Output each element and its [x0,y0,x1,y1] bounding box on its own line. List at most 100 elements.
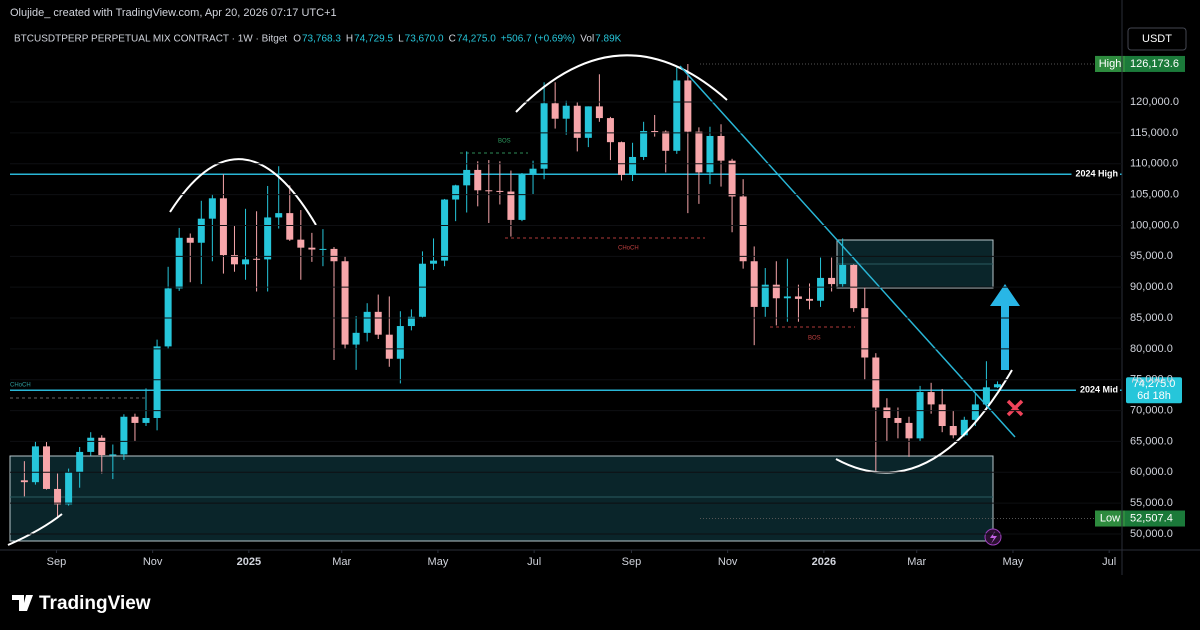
y-tick-label: 50,000.0 [1130,528,1173,540]
candle-body [430,260,438,264]
candle-body [363,311,371,333]
y-tick-label: 85,000.0 [1130,312,1173,324]
candle-body [319,248,327,250]
candle-body [308,247,316,250]
x-tick-label: Jul [1102,556,1116,568]
candle-body [264,217,272,260]
tag-key: High [1099,58,1122,70]
arc [835,369,1013,474]
candle-body [352,332,360,345]
y-tick-label: 100,000.0 [1130,219,1179,231]
candle-body [606,118,614,143]
candle-body [441,199,449,261]
axes: 50,000.0 55,000.0 60,000.0 65,000.0 70,000.0… [10,96,1179,568]
candle-body [341,261,349,345]
ohlc-legend: O 73,768.3 H 74,729.5 L 73,670.0 C 74,275.0 +506… [293,34,621,45]
last-price: 74,275.0 [1133,378,1176,390]
candle-body [507,191,515,220]
annotation: CHoCH [10,383,31,389]
credit: Olujide_ created with TradingView.com, A… [10,7,337,19]
x-tick-label: Sep [622,556,642,568]
candle-body [164,288,172,347]
candle-body [396,326,404,359]
candle-body [142,417,150,423]
level-label: 2024 High [1075,169,1118,179]
candle-body [982,387,990,405]
candle-body [330,248,338,262]
candle-body [374,311,382,335]
candle-body [407,316,415,327]
candle-body [98,437,106,456]
annotation: CHoCH [618,246,639,252]
candle-body [905,422,913,439]
candle-body [894,417,902,423]
level-label-bg [1075,383,1120,398]
candle-body [938,404,946,427]
candle-body [463,169,471,186]
y-tick-label: 95,000.0 [1130,250,1173,262]
candle-body [275,213,283,218]
x-tick-label: May [428,556,449,568]
candle-body [662,131,670,151]
candle-body [153,346,161,418]
x-tick-label: Mar [907,556,926,568]
candle-body [385,334,393,359]
candle-body [573,105,581,138]
legend-item: L [398,34,404,45]
currency[interactable]: USDT [1142,33,1172,45]
candle-body [595,106,603,119]
candle-body [739,196,747,262]
candle-body [65,472,73,505]
candle-body [927,392,935,405]
candle-body [474,169,482,191]
y-tick-label: 65,000.0 [1130,435,1173,447]
candle-body [286,213,294,240]
candle-body [76,451,84,473]
candle-body [883,407,891,418]
x-tick-label: Nov [718,556,738,568]
legend-item: 7.89K [595,34,621,45]
up-arrow [990,284,1020,370]
legend-item: +506.7 (+0.69%) [501,34,576,45]
candle-body [175,237,183,289]
candle-body [131,416,139,423]
symbol: BTCUSDTPERP PERPETUAL MIX CONTRACT · 1W … [14,34,287,45]
candle-body [20,480,28,483]
arc [169,158,317,226]
y-tick-label: 80,000.0 [1130,343,1173,355]
legend-item: 74,275.0 [457,34,496,45]
x-tick-label: Mar [332,556,351,568]
candle-body [584,106,592,138]
candle-body [783,296,791,299]
logo-icon [12,595,33,611]
candle-body [54,488,62,505]
candle-body [540,103,548,169]
candle-body [805,298,813,301]
candle-body [562,105,570,119]
candle-body [861,308,869,358]
arc [7,513,63,546]
tag-key-bg [1095,510,1125,527]
candle-body [297,239,305,248]
candle-body [960,419,968,436]
candle-body [452,185,460,200]
candle-body [817,277,825,301]
watermark: TradingView [39,593,151,614]
y-tick-label: 90,000.0 [1130,281,1173,293]
annotation: BOS [498,139,511,145]
candle-body [949,426,957,436]
candle-body [839,264,847,285]
tag-key-bg [1095,55,1125,72]
legend-item: 73,768.3 [302,34,341,45]
x-mark [1006,399,1024,417]
x-tick-label: May [1003,556,1024,568]
candle-body [794,296,802,299]
y-tick-label: 75,000.0 [1130,374,1173,386]
legend-item: 74,729.5 [354,34,393,45]
candle-body [629,156,637,175]
candle-body [109,454,117,456]
y-tick-label: 60,000.0 [1130,466,1173,478]
countdown: 6d 18h [1137,390,1171,402]
currency-button[interactable] [1127,27,1187,51]
candle-body [120,416,128,455]
